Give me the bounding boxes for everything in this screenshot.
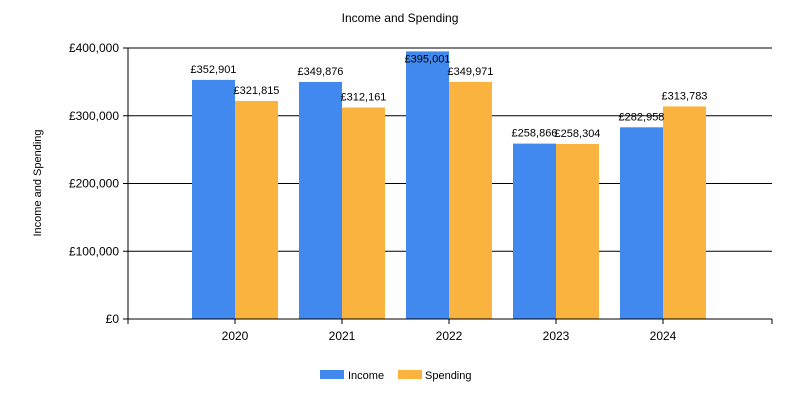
legend-label-income: Income bbox=[348, 370, 384, 382]
axes: £0 £100,000 £200,000 £300,000 £400,000 2020 20… bbox=[69, 41, 773, 343]
data-label: £321,815 bbox=[234, 85, 280, 97]
bar-income bbox=[620, 127, 663, 319]
data-label: £312,161 bbox=[341, 92, 387, 104]
x-tick-label: 2020 bbox=[222, 329, 249, 343]
bar-income bbox=[192, 79, 235, 319]
bar-spending bbox=[449, 81, 492, 319]
data-label: £395,001 bbox=[405, 53, 451, 65]
y-axis-title: Income and Spending bbox=[32, 129, 44, 236]
bar-income bbox=[299, 81, 342, 319]
bars bbox=[192, 51, 706, 320]
data-label: £258,304 bbox=[555, 128, 601, 140]
chart-title: Income and Spending bbox=[342, 11, 459, 25]
y-tick-label: £0 bbox=[106, 312, 120, 326]
data-label: £349,971 bbox=[448, 66, 494, 78]
y-tick-label: £100,000 bbox=[69, 244, 119, 258]
x-tick-label: 2023 bbox=[543, 329, 570, 343]
data-label: £282,958 bbox=[619, 111, 665, 123]
y-tick-label: £400,000 bbox=[69, 41, 119, 55]
data-label: £352,901 bbox=[191, 64, 237, 76]
bar-spending bbox=[235, 100, 278, 319]
y-tick-label: £200,000 bbox=[69, 177, 119, 191]
bar-spending bbox=[342, 107, 385, 319]
bar-income bbox=[406, 51, 449, 320]
data-label: £349,876 bbox=[298, 66, 344, 78]
bar-income bbox=[513, 143, 556, 319]
data-label: £313,783 bbox=[662, 90, 708, 102]
data-label: £258,866 bbox=[512, 128, 558, 140]
legend-label-spending: Spending bbox=[425, 370, 472, 382]
x-tick-label: 2021 bbox=[329, 329, 356, 343]
y-tick-label: £300,000 bbox=[69, 109, 119, 123]
legend: Income Spending bbox=[320, 370, 472, 382]
x-tick-label: 2022 bbox=[436, 329, 463, 343]
bar-spending bbox=[663, 106, 706, 319]
bar-spending bbox=[556, 143, 599, 319]
x-tick-label: 2024 bbox=[650, 329, 677, 343]
legend-swatch-income bbox=[320, 370, 344, 379]
legend-swatch-spending bbox=[398, 370, 422, 379]
data-labels: £352,901 £349,876 £395,001 £258,866 £282,958… bbox=[191, 53, 708, 140]
